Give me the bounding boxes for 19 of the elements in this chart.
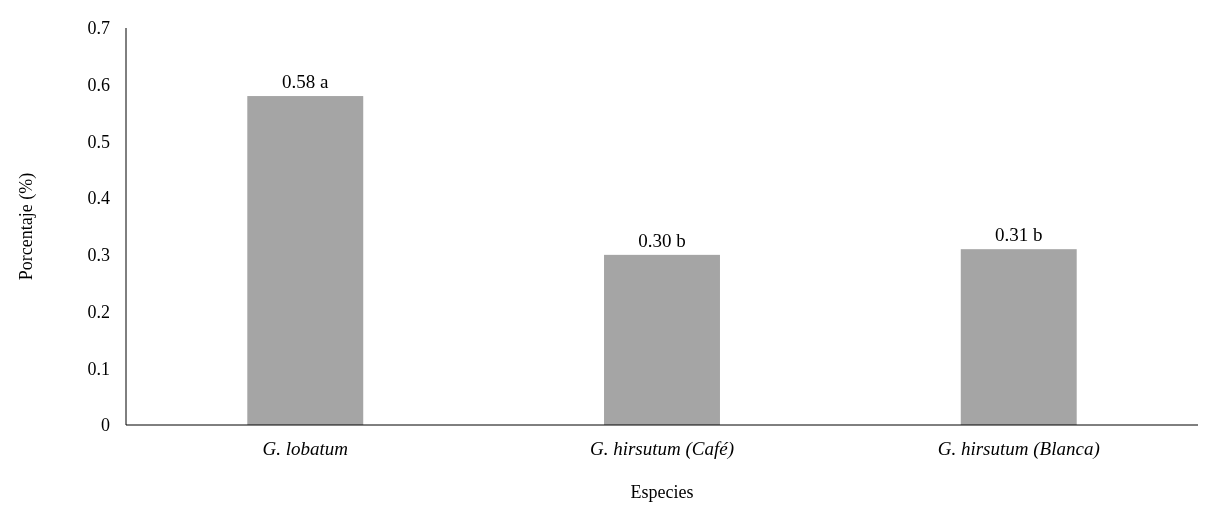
y-axis-title: Porcentaje (%) [16, 172, 37, 281]
bar [604, 254, 720, 425]
bar [960, 249, 1077, 425]
bar [247, 96, 364, 425]
y-tick-label: 0.3 [87, 245, 110, 266]
y-tick-label: 0 [101, 415, 110, 436]
y-tick-label: 0.5 [87, 131, 110, 152]
y-tick-label: 0.1 [87, 358, 110, 379]
data-label: 0.31 b [994, 224, 1043, 246]
y-tick-label: 0.6 [87, 75, 110, 96]
x-tick-label: G. lobatum [262, 438, 349, 459]
y-tick-label: 0.2 [87, 301, 110, 322]
y-tick-label: 0.4 [87, 188, 110, 209]
y-tick-label: 0.7 [87, 18, 110, 39]
x-axis-title: Especies [630, 482, 694, 502]
x-tick-label: G. hirsutum (Café) [589, 438, 735, 460]
x-tick-label: G. hirsutum (Blanca) [937, 438, 1100, 460]
data-label: 0.30 b [638, 229, 686, 251]
data-label: 0.58 a [282, 71, 330, 93]
